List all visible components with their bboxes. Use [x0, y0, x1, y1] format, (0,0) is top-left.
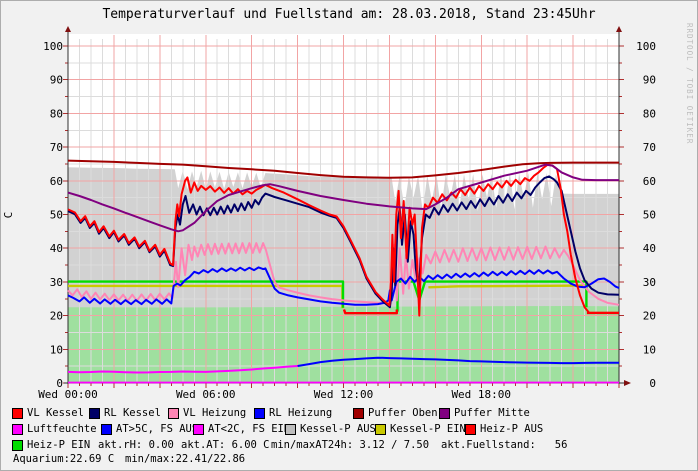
legend-item: Puffer Mitte [439, 408, 530, 420]
y-tick-label-right: 90 [643, 74, 656, 87]
legend-label: min/max:22.41/22.86 [125, 453, 246, 465]
legend-status-text: min/maxAT24h: 3.12 / 7.50 [271, 440, 429, 452]
legend-label: Puffer Mitte [454, 407, 530, 419]
arrow-up-right [616, 26, 622, 32]
legend-swatch [254, 408, 265, 419]
legend-swatch [193, 424, 204, 435]
legend-label: VL Heizung [183, 407, 247, 419]
series-kessel-p-ein-b [428, 284, 586, 289]
legend-swatch [101, 424, 112, 435]
legend-swatch [12, 424, 23, 435]
legend-swatch [353, 408, 364, 419]
y-tick-label-left: 100 [43, 40, 63, 53]
legend-label: Heiz-P AUS [480, 423, 544, 435]
series-heiz-p-aus-a [342, 309, 398, 315]
legend-label: RL Heizung [269, 407, 333, 419]
legend-label: RL Kessel [104, 407, 161, 419]
legend-item: AT>5C, FS AUS [101, 424, 198, 436]
legend-item: RL Kessel [89, 408, 161, 420]
chart-title: Temperaturverlauf und Fuellstand am: 28.… [102, 7, 596, 22]
legend-item: RL Heizung [254, 408, 332, 420]
y-tick-label-right: 10 [643, 343, 656, 356]
legend-label: akt.rH: 0.00 [98, 439, 174, 451]
y-tick-label-right: 0 [649, 377, 656, 390]
legend-label: akt.AT: 6.00 C [181, 439, 270, 451]
legend-swatch [12, 408, 23, 419]
legend-swatch [89, 408, 100, 419]
legend-label: Aquarium:22.69 C [13, 453, 115, 465]
legend-label: AT>5C, FS AUS [116, 423, 199, 435]
y-tick-label-left: 20 [50, 310, 63, 323]
legend-item: VL Heizung [168, 408, 246, 420]
y-axis-title: C [2, 212, 15, 219]
series-puffer-oben [67, 159, 619, 179]
legend-item: VL Kessel [12, 408, 84, 420]
x-tick-label: Wed 00:00 [38, 388, 98, 401]
y-tick-label-right: 30 [643, 276, 656, 289]
legend-label: VL Kessel [27, 407, 84, 419]
y-tick-label-right: 40 [643, 242, 656, 255]
y-tick-label-right: 60 [643, 175, 656, 188]
legend-swatch [168, 408, 179, 419]
legend-item: Puffer Oben [353, 408, 438, 420]
legend-label: Heiz-P EIN [27, 439, 91, 451]
y-tick-label-left: 30 [50, 276, 63, 289]
series-rl-heizung [67, 266, 620, 306]
y-tick-label-left: 60 [50, 175, 63, 188]
legend-swatch [439, 408, 450, 419]
legend-status-text: Aquarium:22.69 C [13, 454, 114, 466]
legend-status-text: min/max:22.41/22.86 [125, 454, 245, 466]
series-puffer-mitte [67, 163, 619, 233]
legend-label: AT<2C, FS EIN [208, 423, 291, 435]
legend-status-text: akt.Fuellstand: 56 [441, 440, 567, 452]
x-tick-label: Wed 18:00 [451, 388, 511, 401]
arrow-up-left [65, 26, 71, 32]
legend-label: Kessel-P AUS [300, 423, 376, 435]
y-tick-label-right: 80 [643, 107, 656, 120]
y-tick-label-left: 10 [50, 343, 63, 356]
legend-swatch [285, 424, 296, 435]
series-vl-heizung [67, 242, 620, 306]
y-tick-label-right: 50 [643, 209, 656, 222]
legend-item: AT<2C, FS EIN [193, 424, 290, 436]
series-at-fs-ein [67, 365, 298, 374]
legend-label: Puffer Oben [368, 407, 438, 419]
legend-swatch [465, 424, 476, 435]
legend-label: akt.Fuellstand: 56 [441, 439, 568, 451]
legend-swatch [12, 440, 23, 451]
legend-swatch [375, 424, 386, 435]
legend-item: Kessel-P AUS [285, 424, 376, 436]
series-heiz-p-ein-a [68, 280, 345, 308]
arrow-right [624, 380, 631, 386]
y-tick-label-right: 100 [636, 40, 656, 53]
y-tick-label-right: 20 [643, 310, 656, 323]
legend-item: Luftfeuchte [12, 424, 97, 436]
legend-label: Kessel-P EIN [390, 423, 466, 435]
x-tick-label: Wed 06:00 [176, 388, 236, 401]
legend-label: min/maxAT24h: 3.12 / 7.50 [271, 439, 430, 451]
y-tick-label-right: 70 [643, 141, 656, 154]
y-tick-label-left: 50 [50, 209, 63, 222]
legend-status-text: akt.AT: 6.00 C [181, 440, 270, 452]
rrdtool-watermark: RRDTOOL / TOBI OETIKER [685, 23, 694, 145]
legend-status-text: akt.rH: 0.00 [98, 440, 174, 452]
y-tick-label-left: 80 [50, 107, 63, 120]
legend-item: Heiz-P AUS [465, 424, 543, 436]
y-tick-label-left: 70 [50, 141, 63, 154]
y-tick-label-left: 0 [56, 377, 63, 390]
legend-item: Kessel-P EIN [375, 424, 466, 436]
y-tick-label-left: 40 [50, 242, 63, 255]
legend-label: Luftfeuchte [27, 423, 97, 435]
legend-item: Heiz-P EIN [12, 440, 90, 452]
y-tick-label-left: 90 [50, 74, 63, 87]
series-at-fs-aus [297, 356, 619, 367]
x-tick-label: Wed 12:00 [314, 388, 374, 401]
series-vl-kessel [67, 163, 619, 317]
